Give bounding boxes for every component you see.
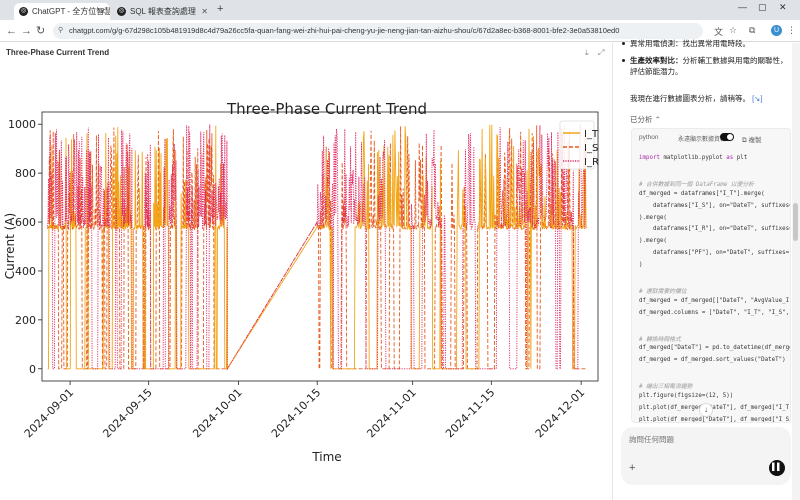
attach-plus-icon[interactable]: + — [629, 462, 636, 474]
avatar[interactable]: U — [771, 25, 782, 36]
y-tick-label: 800 — [15, 167, 36, 180]
list-item: 生產效率對比：分析輔工數據與用電的關聯性，評估節能潛力。 — [622, 55, 790, 77]
tab-title: SQL 報表查詢處理 — [130, 7, 196, 16]
close-tab-icon[interactable]: ✕ — [99, 7, 106, 16]
message-input[interactable] — [629, 433, 779, 445]
series-line-i-t — [47, 124, 588, 371]
legend-label: I_S — [584, 143, 598, 154]
analyzed-label: 已分析 — [630, 115, 653, 124]
code-line: df_merged = df_merged.sort_values("DateT… — [639, 357, 786, 364]
close-window-icon[interactable]: ✕ — [779, 2, 787, 12]
code-line: plt.figure(figsize=(12, 5)) — [639, 393, 734, 399]
code-line: # 選取需要的欄位 — [639, 288, 687, 295]
expand-icon[interactable]: ⤢ — [598, 48, 605, 57]
code-line: ).merge( — [639, 238, 667, 245]
bookmark-star-icon[interactable]: ☆ — [729, 25, 738, 35]
progress-text: 我現在進行數據圖表分析，請稍等。 — [630, 94, 750, 103]
x-tick-label: 2024-09-15 — [100, 386, 154, 440]
analysis-toggle[interactable]: 已分析 ⌃ — [630, 114, 661, 125]
code-line: plt.plot(df_merged["DateT"], df_merged["… — [639, 404, 790, 411]
code-line: dataframes["I_S"], on="DateT", suffixes=… — [639, 202, 791, 209]
citation-icon[interactable]: [↘] — [752, 94, 763, 103]
code-header: python 永遠顯示數據資料 ⧉ 複製 — [632, 129, 790, 147]
bullet-text: 異常用電偵測：找出異常用電時段。 — [630, 39, 750, 48]
series-line-i-r — [47, 124, 588, 371]
y-tick-label: 400 — [15, 265, 36, 278]
x-tick-label: 2024-12-01 — [533, 386, 587, 440]
code-line: # 合併數據到同一個 DataFrame 以便分析 — [639, 181, 754, 188]
minimize-icon[interactable]: — — [738, 2, 747, 12]
scrollbar-thumb[interactable] — [793, 203, 798, 241]
url-field[interactable]: ⚲ chatgpt.com/g/g-67d298c105b481919d8c4d… — [53, 23, 703, 39]
y-axis-label: Current (A) — [3, 213, 17, 279]
bullet-bold-text: 生產效率對比： — [630, 56, 683, 65]
close-tab-icon[interactable]: ✕ — [201, 7, 208, 16]
code-line: ).merge( — [639, 214, 667, 221]
plot-frame — [41, 111, 599, 382]
tab-sql[interactable]: ◎ SQL 報表查詢處理 ✕ — [112, 3, 212, 20]
code-line: dataframes["PF"], on="DateT", suffixes=( — [639, 250, 791, 257]
code-line: df_merged["DateT"] = pd.to_datetime(df_m… — [639, 345, 791, 352]
chevron-up-icon: ⌃ — [654, 115, 661, 124]
code-line: plt.plot(df_merged["DateT"], df_merged["… — [639, 416, 790, 423]
menu-icon[interactable]: ⋮ — [787, 25, 796, 35]
chart: 0 200 400 600 800 1000 2024-09-01 2024-09-15 202… — [3, 100, 599, 464]
bullet-text: 分析輔工數據與用電的關聯性，評估節能潛力。 — [630, 56, 788, 76]
code-line: df_merged = dataframes["I_T"].merge( — [639, 190, 765, 197]
y-tick-label: 600 — [15, 216, 36, 229]
chat-scrollbar[interactable] — [792, 43, 800, 500]
new-tab-button[interactable]: + — [217, 3, 224, 15]
chatgpt-favicon-icon: ◎ — [19, 7, 28, 16]
series-line-i-s — [47, 125, 587, 370]
translate-icon[interactable]: 文 — [714, 27, 724, 37]
x-tick-label: 2024-10-15 — [269, 386, 323, 440]
toggle-label: 永遠顯示數據資料 — [678, 137, 727, 143]
code-line: # 轉換時間格式 — [639, 336, 681, 343]
list-item: 異常用電偵測：找出異常用電時段。 — [622, 38, 790, 49]
tab-chatgpt[interactable]: ◎ ChatGPT - 全方位智慧排程與排程 ✕ — [14, 3, 110, 20]
code-block: python 永遠顯示數據資料 ⧉ 複製 import matplotlib.p… — [631, 128, 791, 423]
copy-button[interactable]: ⧉ 複製 — [742, 137, 762, 144]
chart-title: Three-Phase Current Trend — [226, 100, 427, 118]
code-line: dataframes["I_R"], on="DateT", suffixes=… — [639, 226, 791, 233]
back-button[interactable]: ← — [6, 25, 17, 37]
url-text: chatgpt.com/g/g-67d298c105b481919d8c4d79… — [69, 26, 620, 35]
code-line: # 繪出三相電流趨勢 — [639, 384, 693, 391]
tab-title: ChatGPT - 全方位智慧排程與排程 — [32, 7, 110, 16]
voice-mode-icon[interactable]: ▌▌ — [769, 460, 785, 476]
code-line: df_merged.columns = ["DateT", "I_T", "I_… — [639, 309, 790, 316]
reload-button[interactable]: ↻ — [36, 25, 46, 37]
show-data-toggle[interactable] — [720, 133, 734, 141]
chart-viewer: Three-Phase Current Trend ⤓ ⤢ 0 200 400 600… — [0, 43, 612, 500]
site-info-icon[interactable]: ⚲ — [58, 27, 64, 34]
copy-label: 複製 — [748, 137, 762, 144]
code-line: import matplotlib.pyplot as plt — [639, 155, 748, 161]
x-tick-label: 2024-11-15 — [443, 386, 497, 440]
y-tick-label: 200 — [15, 314, 36, 327]
maximize-icon[interactable]: ▢ — [758, 2, 767, 12]
address-bar-row: ← → ↻ ⚲ chatgpt.com/g/g-67d298c105b48191… — [0, 20, 800, 42]
code-line: df_merged = df_merged[["DateT", "AvgValu… — [639, 297, 790, 304]
assistant-message: 我現在進行數據圖表分析，請稍等。 [↘] — [630, 93, 763, 104]
legend-label: I_T — [584, 129, 599, 140]
viewer-title: Three-Phase Current Trend — [6, 48, 110, 57]
forward-button[interactable]: → — [21, 25, 32, 37]
download-icon[interactable]: ⤓ — [585, 48, 589, 57]
code-language: python — [639, 134, 659, 141]
x-axis-label: Time — [311, 450, 341, 464]
extensions-icon[interactable]: ⧉ — [749, 25, 756, 35]
tab-bar: ◎ ChatGPT - 全方位智慧排程與排程 ✕ ◎ SQL 報表查詢處理 ✕ … — [0, 0, 800, 20]
legend-label: I_R — [584, 157, 599, 168]
x-tick-label: 2024-11-01 — [364, 386, 418, 440]
composer: + ▌▌ — [621, 427, 791, 485]
chatgpt-favicon-icon: ◎ — [117, 7, 126, 16]
x-tick-label: 2024-10-01 — [190, 386, 244, 440]
y-tick-label: 0 — [29, 363, 36, 376]
y-tick-label: 1000 — [8, 118, 36, 131]
scroll-down-button[interactable]: ↓ — [699, 403, 713, 417]
code-line: ) — [639, 262, 643, 269]
x-tick-label: 2024-09-01 — [22, 386, 76, 440]
